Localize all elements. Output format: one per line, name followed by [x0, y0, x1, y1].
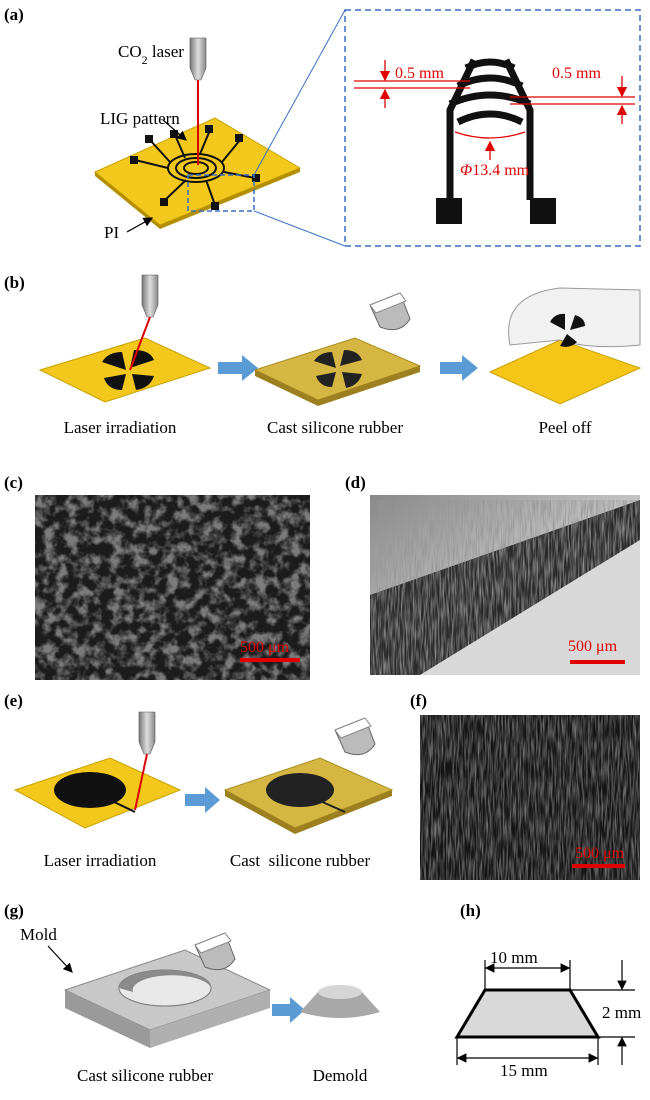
- process-arrow: [218, 355, 258, 381]
- panel-g: Mold Cast silicone rubber Demold: [20, 925, 380, 1085]
- figure: (a) (b) (c) (d) (e) (f) (g) (h) CO2 lase…: [0, 0, 650, 1100]
- pi-sheet: [490, 340, 640, 404]
- inset-pad: [530, 198, 556, 224]
- step-label: Peel off: [538, 418, 591, 437]
- inset-pad: [436, 198, 462, 224]
- diameter-symbol: Φ: [460, 162, 472, 179]
- bottle: [370, 293, 410, 330]
- panel-label: (a): [4, 5, 24, 24]
- laser-head: [190, 38, 206, 80]
- bottle: [335, 718, 375, 755]
- pointer-arrow: [127, 218, 152, 232]
- panel-label: (e): [4, 691, 23, 710]
- panel-a: CO2 laser LIG pattern PI 0.5 mm 0.5 mm Φ…: [95, 10, 640, 246]
- substrate-label: PI: [104, 223, 119, 242]
- panel-d: 500 μm: [370, 495, 640, 675]
- panel-label: (h): [460, 901, 481, 920]
- demolded-top: [318, 985, 362, 999]
- page: {"panel_labels": ["(a)", "(b)", "(c)", "…: [0, 0, 650, 1100]
- dim-label: 0.5 mm: [552, 65, 601, 82]
- inset-box: [345, 10, 640, 246]
- panel-label: (d): [345, 473, 366, 492]
- panel-h: 10 mm 2 mm 15 mm: [457, 948, 641, 1080]
- panel-label: (f): [410, 691, 427, 710]
- step-label: Cast silicone rubber: [267, 418, 403, 437]
- process-arrow: [440, 355, 478, 381]
- laser-label-prefix: CO: [118, 42, 142, 61]
- process-arrow: [185, 787, 220, 813]
- mold-label: Mold: [20, 925, 57, 944]
- panel-f: 500 μm: [420, 715, 640, 880]
- laser-head: [142, 275, 158, 317]
- trapezoid: [457, 990, 598, 1037]
- diameter-arc: [455, 132, 525, 138]
- dim-label: 0.5 mm: [395, 65, 444, 82]
- panel-label: (b): [4, 273, 25, 292]
- panel-e: Laser irradiation Cast silicone rubber: [15, 712, 392, 870]
- body: (a) (b) (c) (d) (e) (f) (g) (h) CO2 lase…: [0, 0, 650, 1100]
- panel-label: (c): [4, 473, 23, 492]
- laser-label-suffix: laser: [148, 42, 185, 61]
- cast-sheet: [255, 338, 420, 400]
- zoom-line: [254, 10, 345, 175]
- scale-label: 500 μm: [240, 639, 290, 656]
- diameter-text: 13.4 mm: [472, 162, 529, 179]
- pi-sheet: [40, 338, 210, 402]
- step-label: Demold: [313, 1066, 368, 1085]
- zoom-line: [254, 211, 345, 246]
- diameter-label: Φ13.4 mm: [460, 162, 530, 179]
- step-label: Laser irradiation: [44, 851, 157, 870]
- scale-label: 500 μm: [568, 638, 618, 655]
- panel-b: Laser irradiation Cast silicone rubber P…: [40, 275, 640, 437]
- dim-label: 2 mm: [602, 1003, 641, 1022]
- scale-label: 500 μm: [575, 845, 625, 862]
- panel-c: 500 μm: [35, 495, 310, 680]
- laser-label: CO2 laser: [118, 42, 184, 67]
- step-label: Cast silicone rubber: [77, 1066, 213, 1085]
- step-label: Cast silicone rubber: [230, 851, 371, 870]
- process-arrow: [272, 997, 305, 1023]
- laser-head: [139, 712, 155, 754]
- dim-label: 15 mm: [500, 1061, 548, 1080]
- dim-label: 10 mm: [490, 948, 538, 967]
- step-label: Laser irradiation: [64, 418, 177, 437]
- panel-label: (g): [4, 901, 24, 920]
- pointer-arrow: [48, 946, 72, 972]
